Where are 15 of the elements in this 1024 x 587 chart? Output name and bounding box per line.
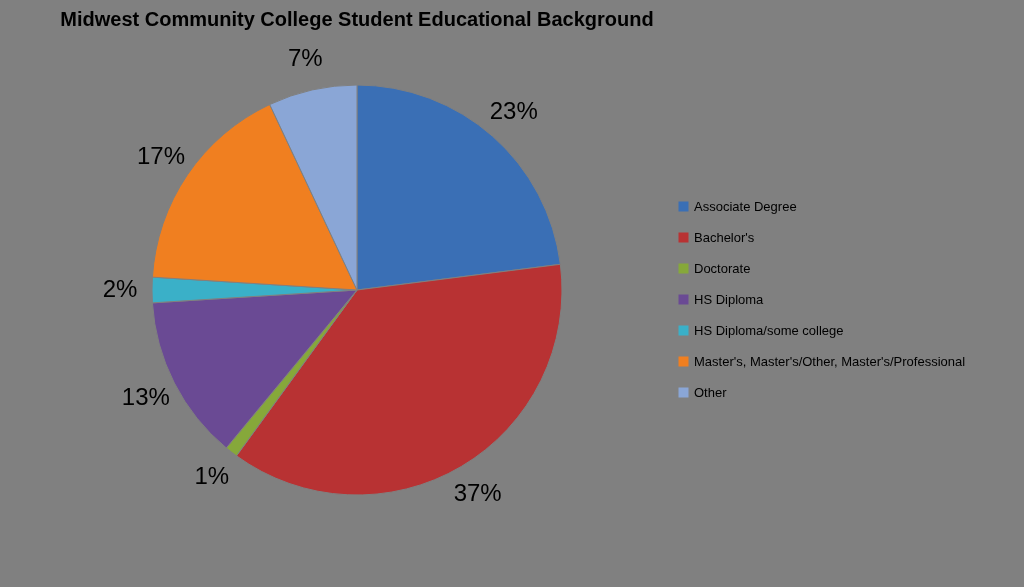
legend-label: Master's, Master's/Other, Master's/Professional <box>694 353 966 369</box>
data-label: 2% <box>102 275 138 302</box>
legend-label: Other <box>694 384 728 400</box>
data-label: 23% <box>489 97 538 125</box>
legend-label: Bachelor's <box>694 229 755 245</box>
data-label: 37% <box>453 479 502 506</box>
legend-label: Doctorate <box>694 260 751 276</box>
chart-title: Midwest Community College Student Educational Background <box>60 8 654 30</box>
data-label: 17% <box>136 141 186 169</box>
legend-label: Associate Degree <box>694 198 797 214</box>
data-label: 13% <box>121 382 170 410</box>
data-label: 7% <box>287 43 323 71</box>
legend-label: HS Diploma <box>694 291 765 307</box>
data-label: 1% <box>194 462 230 490</box>
legend-label: HS Diploma/some college <box>694 322 844 338</box>
